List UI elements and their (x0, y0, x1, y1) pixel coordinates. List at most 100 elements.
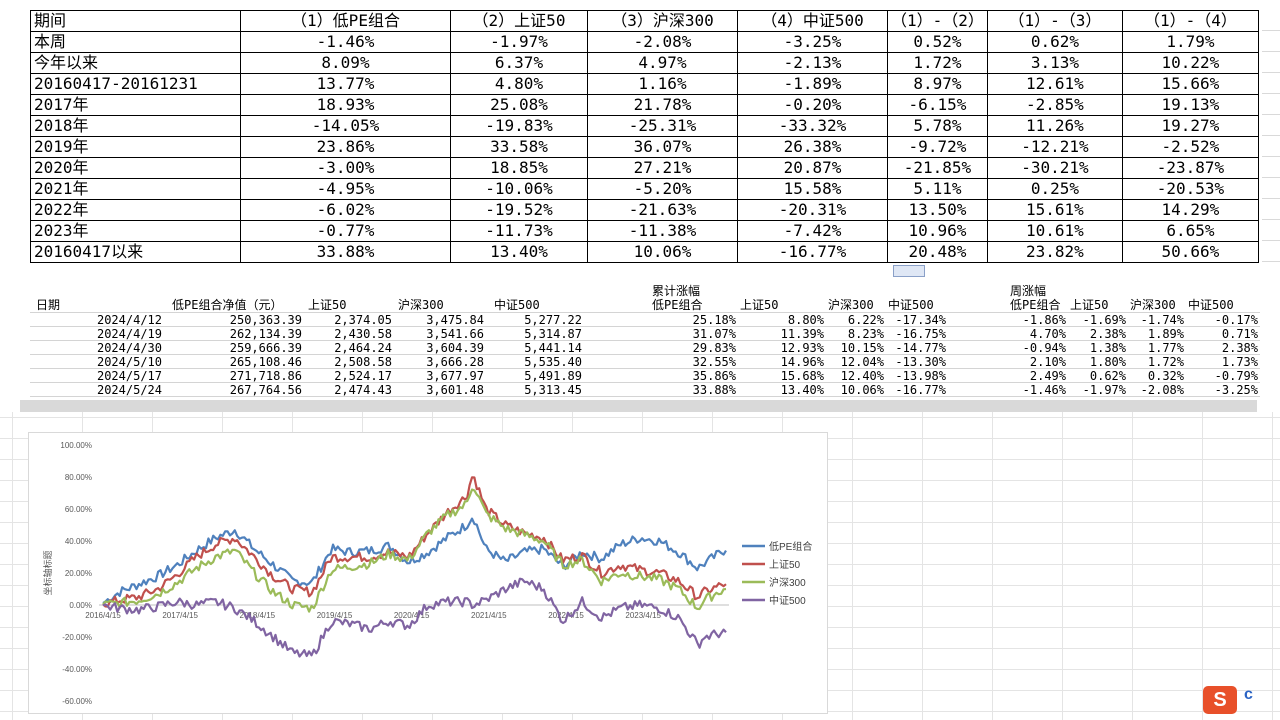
summary-cell[interactable]: 13.50% (887, 199, 988, 221)
summary-cell[interactable]: -0.20% (737, 94, 888, 116)
summary-cell[interactable]: 27.21% (587, 157, 738, 179)
summary-cell[interactable]: -19.52% (450, 199, 588, 221)
summary-cell[interactable]: 18.93% (240, 94, 451, 116)
summary-cell[interactable]: 2020年 (30, 157, 241, 179)
summary-cell[interactable]: 13.77% (240, 73, 451, 95)
summary-cell[interactable]: 8.09% (240, 52, 451, 74)
summary-cell[interactable]: -5.20% (587, 178, 738, 200)
summary-cell[interactable]: -9.72% (887, 136, 988, 158)
summary-cell[interactable]: 33.88% (240, 241, 451, 263)
summary-cell[interactable]: -2.85% (986, 94, 1123, 116)
summary-cell[interactable]: 12.61% (986, 73, 1123, 95)
summary-cell[interactable]: 2017年 (30, 94, 241, 116)
summary-header-cell[interactable]: （1）-（3） (986, 10, 1123, 32)
summary-cell[interactable]: -23.87% (1121, 157, 1259, 179)
summary-cell[interactable]: -6.15% (887, 94, 988, 116)
summary-cell[interactable]: 19.27% (1121, 115, 1259, 137)
selected-row-band[interactable] (20, 400, 1257, 412)
summary-cell[interactable]: 23.86% (240, 136, 451, 158)
summary-header-cell[interactable]: （1）-（4） (1121, 10, 1259, 32)
summary-cell[interactable]: -2.08% (587, 31, 738, 53)
summary-cell[interactable]: -21.85% (887, 157, 988, 179)
summary-cell[interactable]: -16.77% (737, 241, 888, 263)
summary-cell[interactable]: -20.31% (737, 199, 888, 221)
summary-cell[interactable]: 5.78% (887, 115, 988, 137)
summary-cell[interactable]: 50.66% (1121, 241, 1259, 263)
summary-cell[interactable]: 4.97% (587, 52, 738, 74)
summary-header-cell[interactable]: （4）中证500 (737, 10, 888, 32)
summary-header-cell[interactable]: （2）上证50 (450, 10, 588, 32)
summary-cell[interactable]: 26.38% (737, 136, 888, 158)
summary-cell[interactable]: -21.63% (587, 199, 738, 221)
summary-cell[interactable]: -2.52% (1121, 136, 1259, 158)
summary-cell[interactable]: -1.97% (450, 31, 588, 53)
summary-cell[interactable]: -19.83% (450, 115, 588, 137)
summary-cell[interactable]: 今年以来 (30, 52, 241, 74)
summary-header-cell[interactable]: 期间 (30, 10, 241, 32)
summary-cell[interactable]: -12.21% (986, 136, 1123, 158)
summary-cell[interactable]: 15.58% (737, 178, 888, 200)
summary-cell[interactable]: -0.77% (240, 220, 451, 242)
summary-cell[interactable]: 2019年 (30, 136, 241, 158)
summary-cell[interactable]: -14.05% (240, 115, 451, 137)
summary-cell[interactable]: 10.22% (1121, 52, 1259, 74)
summary-cell[interactable]: 21.78% (587, 94, 738, 116)
summary-cell[interactable]: 1.16% (587, 73, 738, 95)
summary-cell[interactable]: 18.85% (450, 157, 588, 179)
summary-cell[interactable]: 5.11% (887, 178, 988, 200)
summary-cell[interactable]: -4.95% (240, 178, 451, 200)
summary-cell[interactable]: -11.38% (587, 220, 738, 242)
summary-cell[interactable]: 11.26% (986, 115, 1123, 137)
summary-cell[interactable]: 19.13% (1121, 94, 1259, 116)
summary-cell[interactable]: 4.80% (450, 73, 588, 95)
summary-cell[interactable]: -20.53% (1121, 178, 1259, 200)
summary-cell[interactable]: 14.29% (1121, 199, 1259, 221)
summary-cell[interactable]: -25.31% (587, 115, 738, 137)
summary-cell[interactable]: -11.73% (450, 220, 588, 242)
summary-cell[interactable]: -3.00% (240, 157, 451, 179)
summary-cell[interactable]: 15.61% (986, 199, 1123, 221)
summary-header-cell[interactable]: （3）沪深300 (587, 10, 738, 32)
summary-cell[interactable]: 0.62% (986, 31, 1123, 53)
summary-cell[interactable]: -7.42% (737, 220, 888, 242)
summary-cell[interactable]: 本周 (30, 31, 241, 53)
summary-cell[interactable]: 2018年 (30, 115, 241, 137)
summary-cell[interactable]: 15.66% (1121, 73, 1259, 95)
summary-cell[interactable]: 20.48% (887, 241, 988, 263)
summary-cell[interactable]: 10.06% (587, 241, 738, 263)
summary-cell[interactable]: 13.40% (450, 241, 588, 263)
ime-logo-icon[interactable]: S (1203, 686, 1237, 714)
summary-cell[interactable]: 10.96% (887, 220, 988, 242)
summary-header-cell[interactable]: （1）-（2） (887, 10, 988, 32)
summary-cell[interactable]: 1.72% (887, 52, 988, 74)
summary-cell[interactable]: 10.61% (986, 220, 1123, 242)
summary-cell[interactable]: 2021年 (30, 178, 241, 200)
summary-cell[interactable]: 20160417以来 (30, 241, 241, 263)
summary-cell[interactable]: -1.46% (240, 31, 451, 53)
summary-cell[interactable]: 2023年 (30, 220, 241, 242)
summary-cell[interactable]: 2022年 (30, 199, 241, 221)
summary-cell[interactable]: 6.37% (450, 52, 588, 74)
summary-cell[interactable]: 1.79% (1121, 31, 1259, 53)
summary-cell[interactable]: -1.89% (737, 73, 888, 95)
summary-cell[interactable]: 20160417-20161231 (30, 73, 241, 95)
summary-cell[interactable]: 0.25% (986, 178, 1123, 200)
summary-cell[interactable]: 0.52% (887, 31, 988, 53)
summary-cell[interactable]: 33.58% (450, 136, 588, 158)
summary-cell[interactable]: 25.08% (450, 94, 588, 116)
summary-cell[interactable]: -10.06% (450, 178, 588, 200)
summary-cell[interactable]: -30.21% (986, 157, 1123, 179)
summary-cell[interactable]: 3.13% (986, 52, 1123, 74)
summary-cell[interactable]: -2.13% (737, 52, 888, 74)
summary-cell[interactable]: -33.32% (737, 115, 888, 137)
summary-cell[interactable]: 36.07% (587, 136, 738, 158)
chart-area[interactable]: 100.00% 80.00% 60.00% 40.00% 20.00% 0.00% -20.… (28, 432, 828, 714)
summary-cell[interactable]: 20.87% (737, 157, 888, 179)
summary-header-cell[interactable]: （1）低PE组合 (240, 10, 451, 32)
summary-cell[interactable]: 23.82% (986, 241, 1123, 263)
summary-cell[interactable]: -6.02% (240, 199, 451, 221)
paste-options-icon[interactable] (893, 265, 925, 277)
summary-cell[interactable]: 6.65% (1121, 220, 1259, 242)
summary-cell[interactable]: -3.25% (737, 31, 888, 53)
summary-cell[interactable]: 8.97% (887, 73, 988, 95)
